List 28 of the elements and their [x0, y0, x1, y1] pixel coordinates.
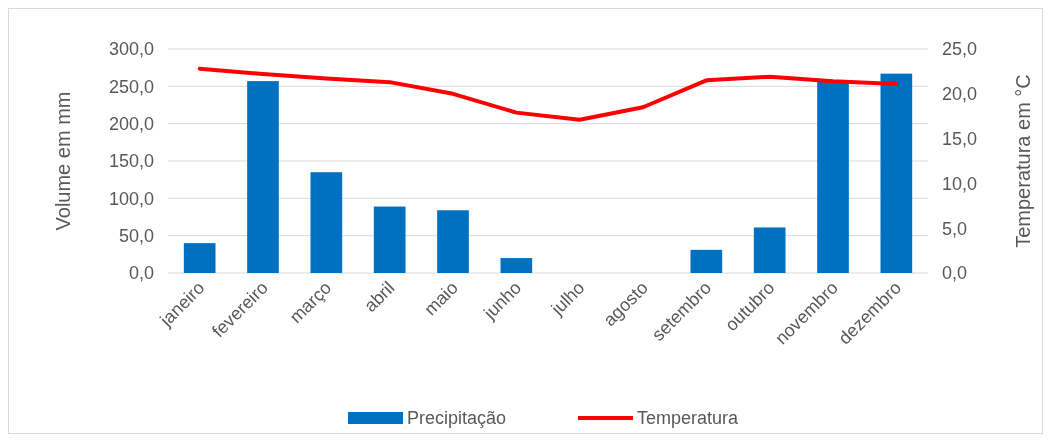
y-axis-title: Volume em mm [52, 91, 74, 231]
legend-label: Precipitação [407, 408, 507, 429]
y-tick-label: 200,0 [108, 113, 154, 134]
y2-axis-title: Temperatura em °C [1012, 74, 1034, 248]
bar [753, 227, 786, 273]
bar [310, 172, 343, 273]
y-tick-label: 0,0 [128, 263, 154, 284]
legend-label: Temperatura [637, 408, 740, 429]
bar [183, 243, 216, 273]
bar [690, 249, 723, 273]
line-series [197, 66, 899, 122]
y2-tick-label: 5,0 [942, 218, 968, 239]
y2-tick-label: 15,0 [942, 128, 978, 149]
y2-tick-label: 10,0 [942, 173, 978, 194]
bar [880, 73, 913, 273]
bar [373, 206, 406, 273]
y-tick-label: 150,0 [108, 151, 154, 172]
bar [500, 258, 533, 273]
y-tick-label: 100,0 [108, 188, 154, 209]
bar [817, 81, 849, 273]
y-tick-label: 250,0 [108, 76, 154, 97]
bar [247, 81, 279, 273]
y-tick-label: 50,0 [118, 225, 154, 246]
y2-tick-label: 25,0 [942, 39, 978, 60]
y2-tick-label: 0,0 [942, 263, 968, 284]
bar [437, 210, 469, 273]
y-tick-label: 300,0 [108, 39, 154, 60]
y2-tick-label: 20,0 [942, 84, 978, 105]
